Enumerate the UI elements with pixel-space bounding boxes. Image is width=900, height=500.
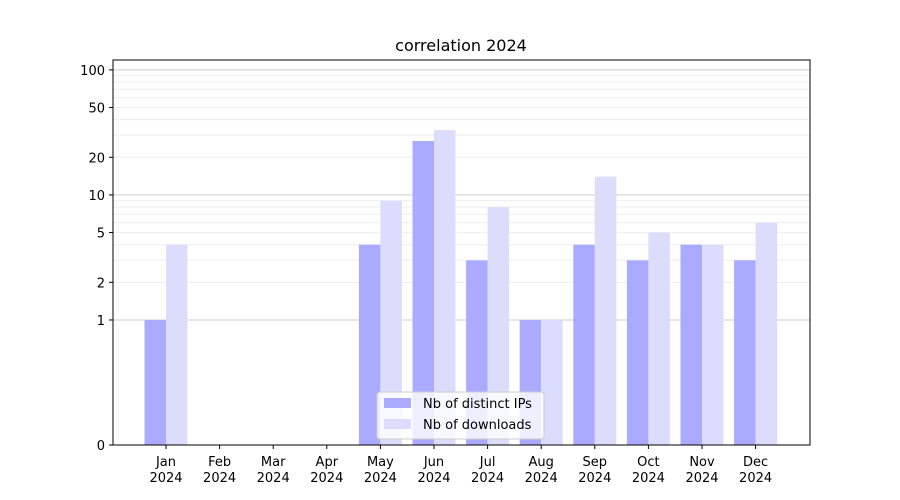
x-tick-label: Jun 2024 bbox=[417, 455, 450, 486]
x-tick-label-line: 2024 bbox=[685, 471, 718, 486]
x-tick-label-line: May bbox=[367, 455, 394, 470]
bar-downloads bbox=[166, 244, 188, 445]
x-tick-label-line: 2024 bbox=[257, 471, 290, 486]
x-tick-label-line: 2024 bbox=[149, 471, 182, 486]
x-tick-label: Mar 2024 bbox=[257, 455, 290, 486]
bar-distinct-ips bbox=[680, 244, 702, 445]
x-tick-label: Feb 2024 bbox=[203, 455, 236, 486]
x-tick-label-line: 2024 bbox=[471, 471, 504, 486]
chart-title: correlation 2024 bbox=[395, 36, 527, 55]
x-tick-label-line: Dec bbox=[743, 455, 768, 470]
bar-distinct-ips bbox=[626, 260, 649, 445]
legend-box bbox=[376, 391, 545, 440]
plot-frame bbox=[112, 59, 811, 446]
x-tick-label-line: Nov bbox=[689, 455, 715, 470]
x-tick-label: Aug 2024 bbox=[525, 455, 558, 486]
bar-downloads bbox=[648, 232, 670, 445]
y-tick-label: 10 bbox=[88, 189, 105, 204]
x-tick-label-line: 2024 bbox=[203, 471, 236, 486]
x-tick-label-line: Jan bbox=[155, 455, 176, 470]
bar-distinct-ips bbox=[144, 319, 166, 445]
x-tick-label: Jan 2024 bbox=[149, 455, 182, 486]
bar-downloads bbox=[755, 222, 778, 445]
legend-swatch bbox=[384, 419, 411, 429]
x-tick-label-line: Apr bbox=[316, 455, 339, 470]
legend: Nb of distinct IPs Nb of downloads bbox=[376, 391, 545, 440]
y-tick-label: 5 bbox=[97, 227, 105, 242]
x-tick-label-line: Feb bbox=[208, 455, 231, 470]
legend-swatch bbox=[384, 398, 411, 408]
x-tick-label-line: Mar bbox=[261, 455, 286, 470]
x-tick-label-line: Jul bbox=[479, 455, 496, 470]
x-tick-label: Apr 2024 bbox=[310, 455, 343, 486]
y-tick-label: 50 bbox=[88, 102, 105, 117]
x-tick-label-line: Aug bbox=[529, 455, 554, 470]
x-tick-label-line: 2024 bbox=[578, 471, 611, 486]
x-tick-label-line: 2024 bbox=[364, 471, 397, 486]
bar-distinct-ips bbox=[412, 140, 434, 445]
x-tick-label-line: Sep bbox=[583, 455, 608, 470]
x-tick-label-line: 2024 bbox=[417, 471, 450, 486]
bar-downloads bbox=[434, 130, 456, 445]
x-tick-label-line: 2024 bbox=[310, 471, 343, 486]
x-tick-label-line: Oct bbox=[637, 455, 659, 470]
legend-label: Nb of downloads bbox=[423, 418, 532, 433]
x-tick-label: Sep 2024 bbox=[578, 455, 611, 486]
x-tick-label: Nov 2024 bbox=[685, 455, 718, 486]
x-tick-label: Jul 2024 bbox=[471, 455, 504, 486]
bar-distinct-ips bbox=[573, 244, 595, 445]
y-tick-label: 0 bbox=[97, 439, 105, 454]
bar-distinct-ips bbox=[358, 244, 381, 445]
bar-downloads bbox=[594, 176, 617, 445]
bar-downloads bbox=[380, 200, 402, 445]
x-tick-label-line: 2024 bbox=[632, 471, 665, 486]
y-tick-label: 100 bbox=[80, 64, 105, 79]
x-tick-label-line: 2024 bbox=[525, 471, 558, 486]
y-tick-label: 1 bbox=[97, 314, 105, 329]
x-tick-label-line: 2024 bbox=[739, 471, 772, 486]
y-axis: 0 1 2 5 10 20 50 100 bbox=[80, 64, 113, 454]
legend-label: Nb of distinct IPs bbox=[423, 397, 532, 412]
bar-downloads bbox=[702, 244, 724, 445]
x-tick-label: May 2024 bbox=[364, 455, 397, 486]
grid-layer bbox=[113, 69, 810, 321]
x-tick-label-line: Jun bbox=[423, 455, 444, 470]
bar-distinct-ips bbox=[734, 260, 756, 445]
bar-downloads bbox=[487, 207, 510, 445]
x-tick-label: Oct 2024 bbox=[632, 455, 665, 486]
bar-downloads bbox=[541, 319, 563, 445]
x-tick-label: Dec 2024 bbox=[739, 455, 772, 486]
y-tick-label: 2 bbox=[97, 276, 105, 291]
y-tick-label: 20 bbox=[88, 151, 105, 166]
